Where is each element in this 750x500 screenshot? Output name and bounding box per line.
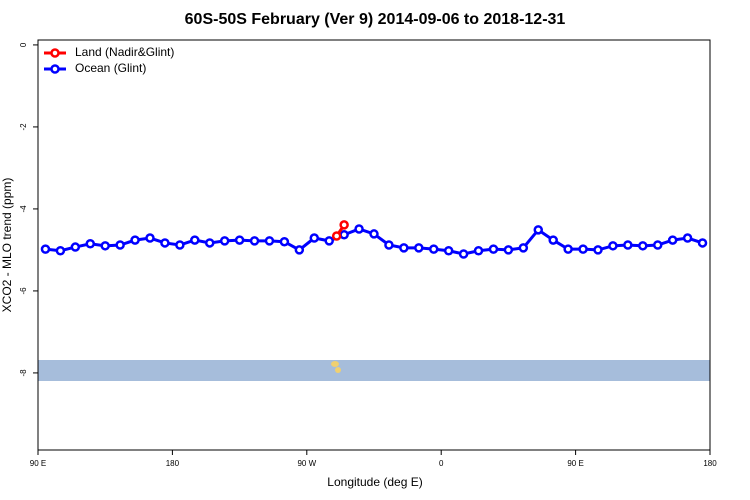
legend-label: Land (Nadir&Glint) xyxy=(75,45,174,59)
point xyxy=(40,244,51,254)
point xyxy=(294,245,305,255)
point xyxy=(190,235,200,245)
point xyxy=(100,241,110,251)
point xyxy=(130,235,140,245)
point xyxy=(578,244,588,254)
x-tick-label: 180 xyxy=(703,459,717,468)
point xyxy=(354,224,364,234)
point xyxy=(533,225,544,235)
point xyxy=(652,240,663,250)
point xyxy=(384,240,394,250)
x-tick-label: 90 E xyxy=(30,459,46,468)
map-land xyxy=(331,361,339,367)
point xyxy=(55,245,66,256)
y-tick-label: -4 xyxy=(19,205,28,213)
point xyxy=(518,243,529,253)
point xyxy=(249,236,260,246)
point xyxy=(473,245,484,256)
point xyxy=(697,238,708,248)
x-tick-label: 0 xyxy=(439,459,444,468)
map-strip xyxy=(38,360,710,381)
point xyxy=(667,235,678,245)
y-tick-label: -8 xyxy=(19,369,28,377)
point xyxy=(682,233,693,243)
point xyxy=(115,240,125,250)
y-tick-label: 0 xyxy=(19,42,28,47)
legend-label: Ocean (Glint) xyxy=(75,61,146,75)
y-axis-label: XCO2 - MLO trend (ppm) xyxy=(0,178,14,313)
point xyxy=(85,239,96,249)
x-tick-label: 90 E xyxy=(567,459,583,468)
point xyxy=(234,235,245,245)
x-axis-label: Longitude (deg E) xyxy=(327,475,422,489)
legend-marker xyxy=(50,64,60,74)
point xyxy=(399,243,409,253)
map-land xyxy=(335,367,341,373)
point xyxy=(548,235,558,245)
point xyxy=(331,231,342,241)
point xyxy=(70,242,81,252)
point xyxy=(339,220,349,230)
x-tick-label: 180 xyxy=(166,459,180,468)
point xyxy=(324,236,334,246)
point xyxy=(593,245,603,255)
point xyxy=(369,229,379,239)
point xyxy=(339,230,349,240)
point xyxy=(443,245,454,256)
point xyxy=(160,238,170,248)
point xyxy=(623,240,633,250)
point xyxy=(638,241,648,251)
point xyxy=(309,233,320,243)
y-tick-label: -2 xyxy=(19,123,28,131)
point xyxy=(279,236,290,247)
point xyxy=(488,244,499,254)
point xyxy=(264,236,275,246)
chart-title: 60S-50S February (Ver 9) 2014-09-06 to 2… xyxy=(185,11,566,28)
point xyxy=(175,240,185,250)
point xyxy=(204,238,215,248)
point xyxy=(219,236,230,246)
point xyxy=(414,243,424,253)
point xyxy=(428,244,439,254)
point xyxy=(608,241,618,251)
plot-frame xyxy=(37,39,711,451)
legend-marker xyxy=(50,48,60,58)
point xyxy=(503,245,514,255)
point xyxy=(458,249,469,259)
point xyxy=(563,244,573,254)
point xyxy=(145,233,155,243)
x-tick-label: 90 W xyxy=(297,459,316,468)
y-tick-label: -6 xyxy=(19,287,28,295)
